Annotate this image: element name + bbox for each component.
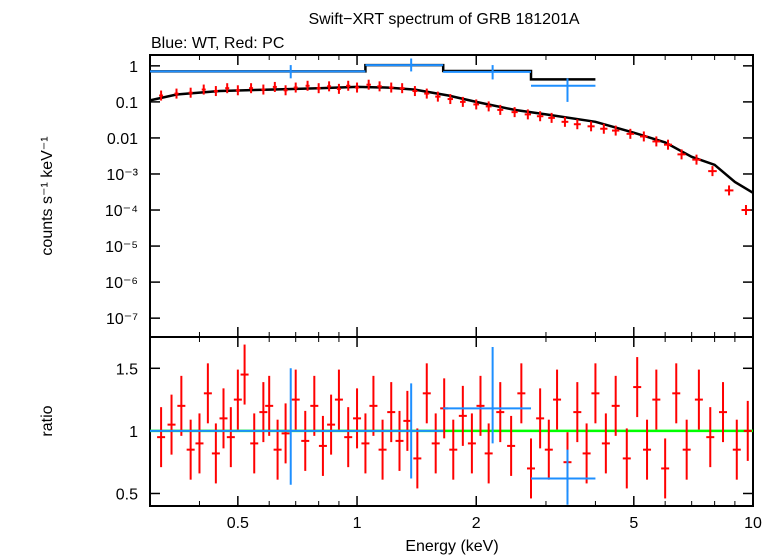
x-tick-label: 2 (472, 515, 481, 532)
spectrum-y-tick-label: 10⁻⁶ (105, 275, 138, 292)
chart-subtitle: Blue: WT, Red: PC (151, 35, 284, 52)
ratio-panel (149, 336, 754, 507)
wt-model-steps (150, 63, 596, 81)
spectrum-y-tick-label: 10⁻⁵ (105, 239, 138, 256)
spectrum-y-tick-label: 0.1 (116, 95, 138, 112)
spectrum-y-tick-label: 10⁻³ (106, 167, 138, 184)
ratio-y-tick-label: 1 (129, 424, 138, 441)
x-tick-label: 10 (744, 515, 762, 532)
x-tick-label: 5 (629, 515, 638, 532)
ratio-y-axis-label: ratio (39, 405, 56, 436)
x-axis-label: Energy (keV) (405, 538, 498, 555)
x-tick-label: 0.5 (227, 515, 249, 532)
chart-marks: 0.5 1 2 5 10 1 0.1 0.01 10⁻³ 10⁻⁴ 10⁻⁵ 10⁻⁶ 10⁻⁷ 0.5 1… (105, 55, 762, 532)
spectrum-y-axis-label: counts s⁻¹ keV⁻¹ (39, 136, 56, 255)
ratio-plot-frame (149, 336, 754, 507)
ratio-y-tick-label: 1.5 (116, 361, 138, 378)
pc-model-curve (149, 85, 754, 194)
spectrum-y-tick-label: 10⁻⁴ (105, 203, 138, 220)
x-tick-label: 1 (353, 515, 362, 532)
spectrum-y-tick-label: 1 (129, 59, 138, 76)
chart-title: Swift−XRT spectrum of GRB 181201A (308, 11, 579, 28)
ratio-y-tick-label: 0.5 (116, 486, 138, 503)
spectrum-y-tick-label: 0.01 (107, 131, 138, 148)
spectrum-y-tick-label: 10⁻⁷ (106, 311, 138, 328)
